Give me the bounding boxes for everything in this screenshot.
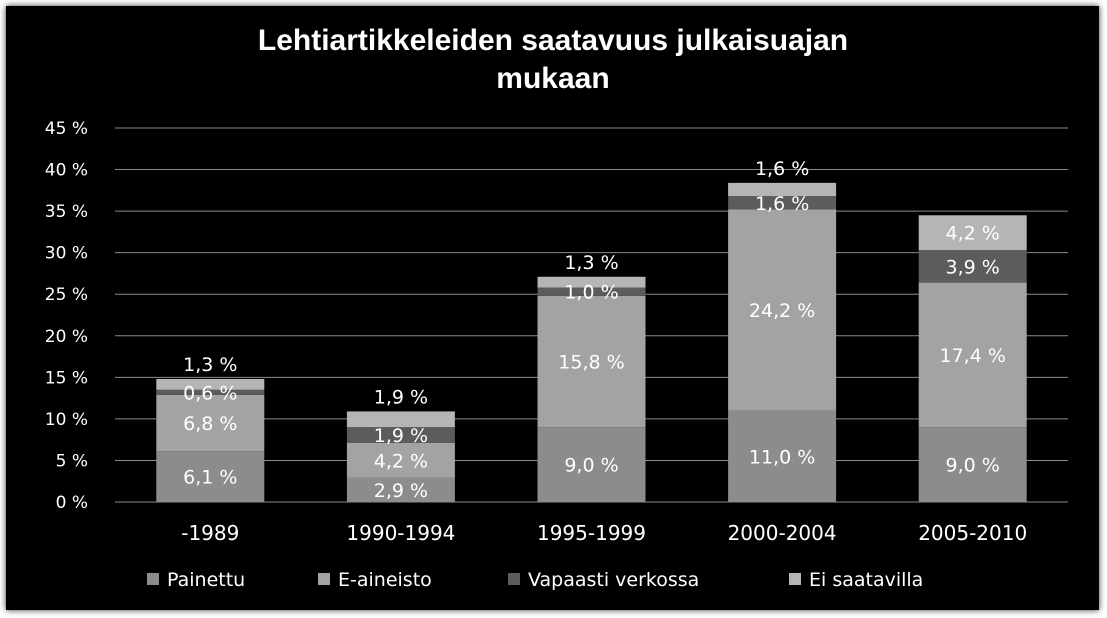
data-label: 4,2 %	[946, 223, 1000, 245]
data-label: 17,4 %	[939, 345, 1005, 367]
data-label: 1,6 %	[755, 158, 809, 180]
bar-segment	[537, 287, 646, 296]
bar-segment	[537, 276, 646, 288]
bar-segment	[918, 427, 1027, 502]
data-label: 6,1 %	[183, 467, 237, 489]
bars	[156, 182, 1027, 502]
data-label: 24,2 %	[749, 300, 815, 322]
bar-segment	[537, 427, 646, 502]
bar-segment	[918, 250, 1027, 283]
bar-segment	[918, 215, 1027, 251]
chart-title-line-2: mukaan	[496, 62, 609, 95]
legend-label: Painettu	[167, 569, 245, 591]
legend-swatch	[318, 573, 330, 585]
legend-label: Ei saatavilla	[809, 569, 923, 591]
legend-label: Vapaasti verkossa	[528, 569, 699, 591]
data-label: 1,3 %	[564, 252, 618, 274]
data-label: 11,0 %	[749, 446, 815, 468]
y-tick-label: 40 %	[45, 161, 88, 181]
data-label: 1,0 %	[564, 282, 618, 304]
bar-segment	[728, 182, 837, 197]
bar-segment	[346, 427, 455, 443]
bar-segment	[346, 411, 455, 428]
y-tick-label: 30 %	[45, 244, 88, 264]
data-label: 15,8 %	[558, 352, 624, 374]
data-label: 3,9 %	[946, 256, 1000, 278]
y-tick-label: 5 %	[56, 451, 88, 471]
x-category-label: 2000-2004	[728, 521, 837, 545]
y-axis-tick-labels: 0 % 5 % 10 % 15 % 20 % 25 % 30 % 35 % 40 % 45 %	[45, 119, 88, 513]
data-label: 9,0 %	[946, 455, 1000, 477]
data-label: 9,0 %	[564, 455, 618, 477]
bar-segment	[346, 477, 455, 502]
data-label: 1,3 %	[183, 354, 237, 376]
data-labels: 6,1 % 6,8 % 0,6 % 1,3 % 2,9 % 4,2 % 1,9 % 1,9 %…	[183, 158, 1006, 502]
legend: Painettu E-aineisto Vapaasti verkossa Ei sa…	[147, 569, 923, 591]
bar-segment	[728, 196, 837, 210]
y-tick-label: 35 %	[45, 202, 88, 222]
bar-segment	[728, 209, 837, 411]
bar-segment	[156, 451, 265, 502]
legend-swatch	[147, 573, 159, 585]
x-category-label: 1995-1999	[537, 521, 646, 545]
data-label: 4,2 %	[374, 450, 428, 472]
data-label: 0,6 %	[183, 382, 237, 404]
y-tick-label: 15 %	[45, 368, 88, 388]
bar-segment	[156, 389, 265, 395]
x-category-label: 1990-1994	[346, 521, 455, 545]
bar-segment	[918, 282, 1027, 428]
x-axis-category-labels: -1989 1990-1994 1995-1999 2000-2004 2005-201…	[181, 521, 1027, 545]
bar-segment	[537, 295, 646, 428]
data-label: 1,9 %	[374, 425, 428, 447]
bar-segment	[156, 394, 265, 452]
x-category-label: -1989	[181, 521, 239, 545]
data-label: 6,8 %	[183, 413, 237, 435]
y-tick-label: 0 %	[56, 493, 88, 513]
x-category-label: 2005-2010	[918, 521, 1027, 545]
chart-title-line-1: Lehtiartikkeleiden saatavuus julkaisuaja…	[258, 24, 848, 57]
legend-swatch	[789, 573, 801, 585]
bar-segment	[346, 442, 455, 478]
bar-segment	[728, 410, 837, 502]
y-tick-label: 10 %	[45, 410, 88, 430]
data-label: 2,9 %	[374, 480, 428, 502]
data-label: 1,6 %	[755, 193, 809, 215]
y-tick-label: 20 %	[45, 327, 88, 347]
legend-swatch	[508, 573, 520, 585]
y-tick-label: 45 %	[45, 119, 88, 139]
data-label: 1,9 %	[374, 386, 428, 408]
legend-label: E-aineisto	[338, 569, 432, 591]
bar-segment	[156, 378, 265, 390]
y-tick-label: 25 %	[45, 285, 88, 305]
